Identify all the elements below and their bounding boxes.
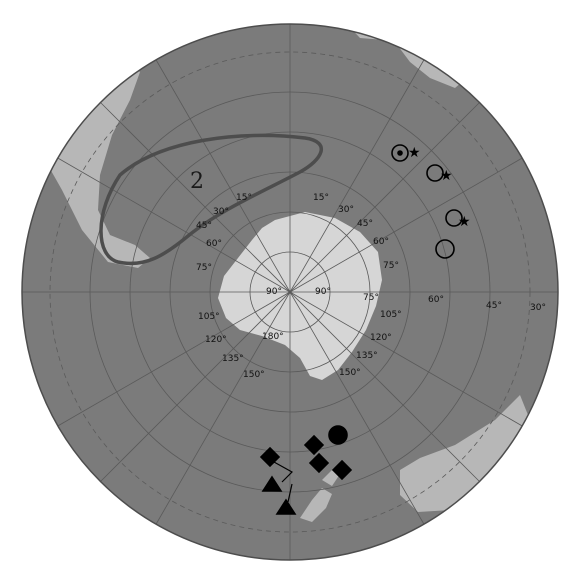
filled-circle-marker <box>328 425 348 445</box>
lat-label: 75° <box>383 261 399 271</box>
lat-label: 75° <box>363 293 379 303</box>
graticule <box>22 24 558 560</box>
circle-star-marker: ★ <box>391 144 421 162</box>
lat-label: 105° <box>198 312 220 322</box>
lat-label: 120° <box>370 333 392 343</box>
lat-label: 15° <box>236 193 252 203</box>
svg-text:★: ★ <box>458 214 471 230</box>
diamond-marker <box>259 446 281 468</box>
diamond-marker <box>331 459 353 481</box>
track-line <box>273 461 293 483</box>
center-label: 90° <box>315 287 331 297</box>
lat-label: 30° <box>338 205 354 215</box>
rim-label: 30° <box>530 303 546 313</box>
region-2-label: 2 <box>190 169 204 194</box>
open-circle-marker <box>435 239 455 259</box>
lat-label: 135° <box>222 354 244 364</box>
track-line <box>287 483 293 503</box>
lat-label: 105° <box>380 310 402 320</box>
circle-star-marker: ★ <box>445 209 471 230</box>
region-2-outline <box>99 133 323 266</box>
lat-label: 45° <box>357 219 373 229</box>
new-zealand-land <box>300 488 332 522</box>
lat-label: 180° <box>262 332 284 342</box>
tick-labels: 15° 30° 45° 60° 75° 15° 30° 45° 60° 75° … <box>196 193 546 380</box>
svg-text:★: ★ <box>440 168 453 184</box>
globe-outline <box>21 23 559 561</box>
lat-label: 120° <box>205 335 227 345</box>
lat-label: 30° <box>213 207 229 217</box>
triangle-marker <box>275 498 297 515</box>
lat-label: 150° <box>243 370 265 380</box>
antarctica-land <box>218 212 382 380</box>
rim-label: 45° <box>486 301 502 311</box>
diamond-marker <box>308 452 330 474</box>
site-markers: ★ ★ ★ <box>259 144 471 515</box>
lat-label: 75° <box>196 263 212 273</box>
svg-text:★: ★ <box>408 145 421 161</box>
rim-label: 60° <box>428 295 444 305</box>
diamond-marker <box>303 434 325 456</box>
lat-label: 15° <box>313 193 329 203</box>
center-label: 90° <box>266 287 282 297</box>
lat-label: 150° <box>339 368 361 378</box>
lat-label: 60° <box>206 239 222 249</box>
lat-label: 135° <box>356 351 378 361</box>
circle-star-marker: ★ <box>426 164 453 184</box>
lat-label: 60° <box>373 237 389 247</box>
lat-label: 45° <box>196 221 212 231</box>
triangle-marker <box>261 475 283 492</box>
australia-land <box>400 395 528 512</box>
